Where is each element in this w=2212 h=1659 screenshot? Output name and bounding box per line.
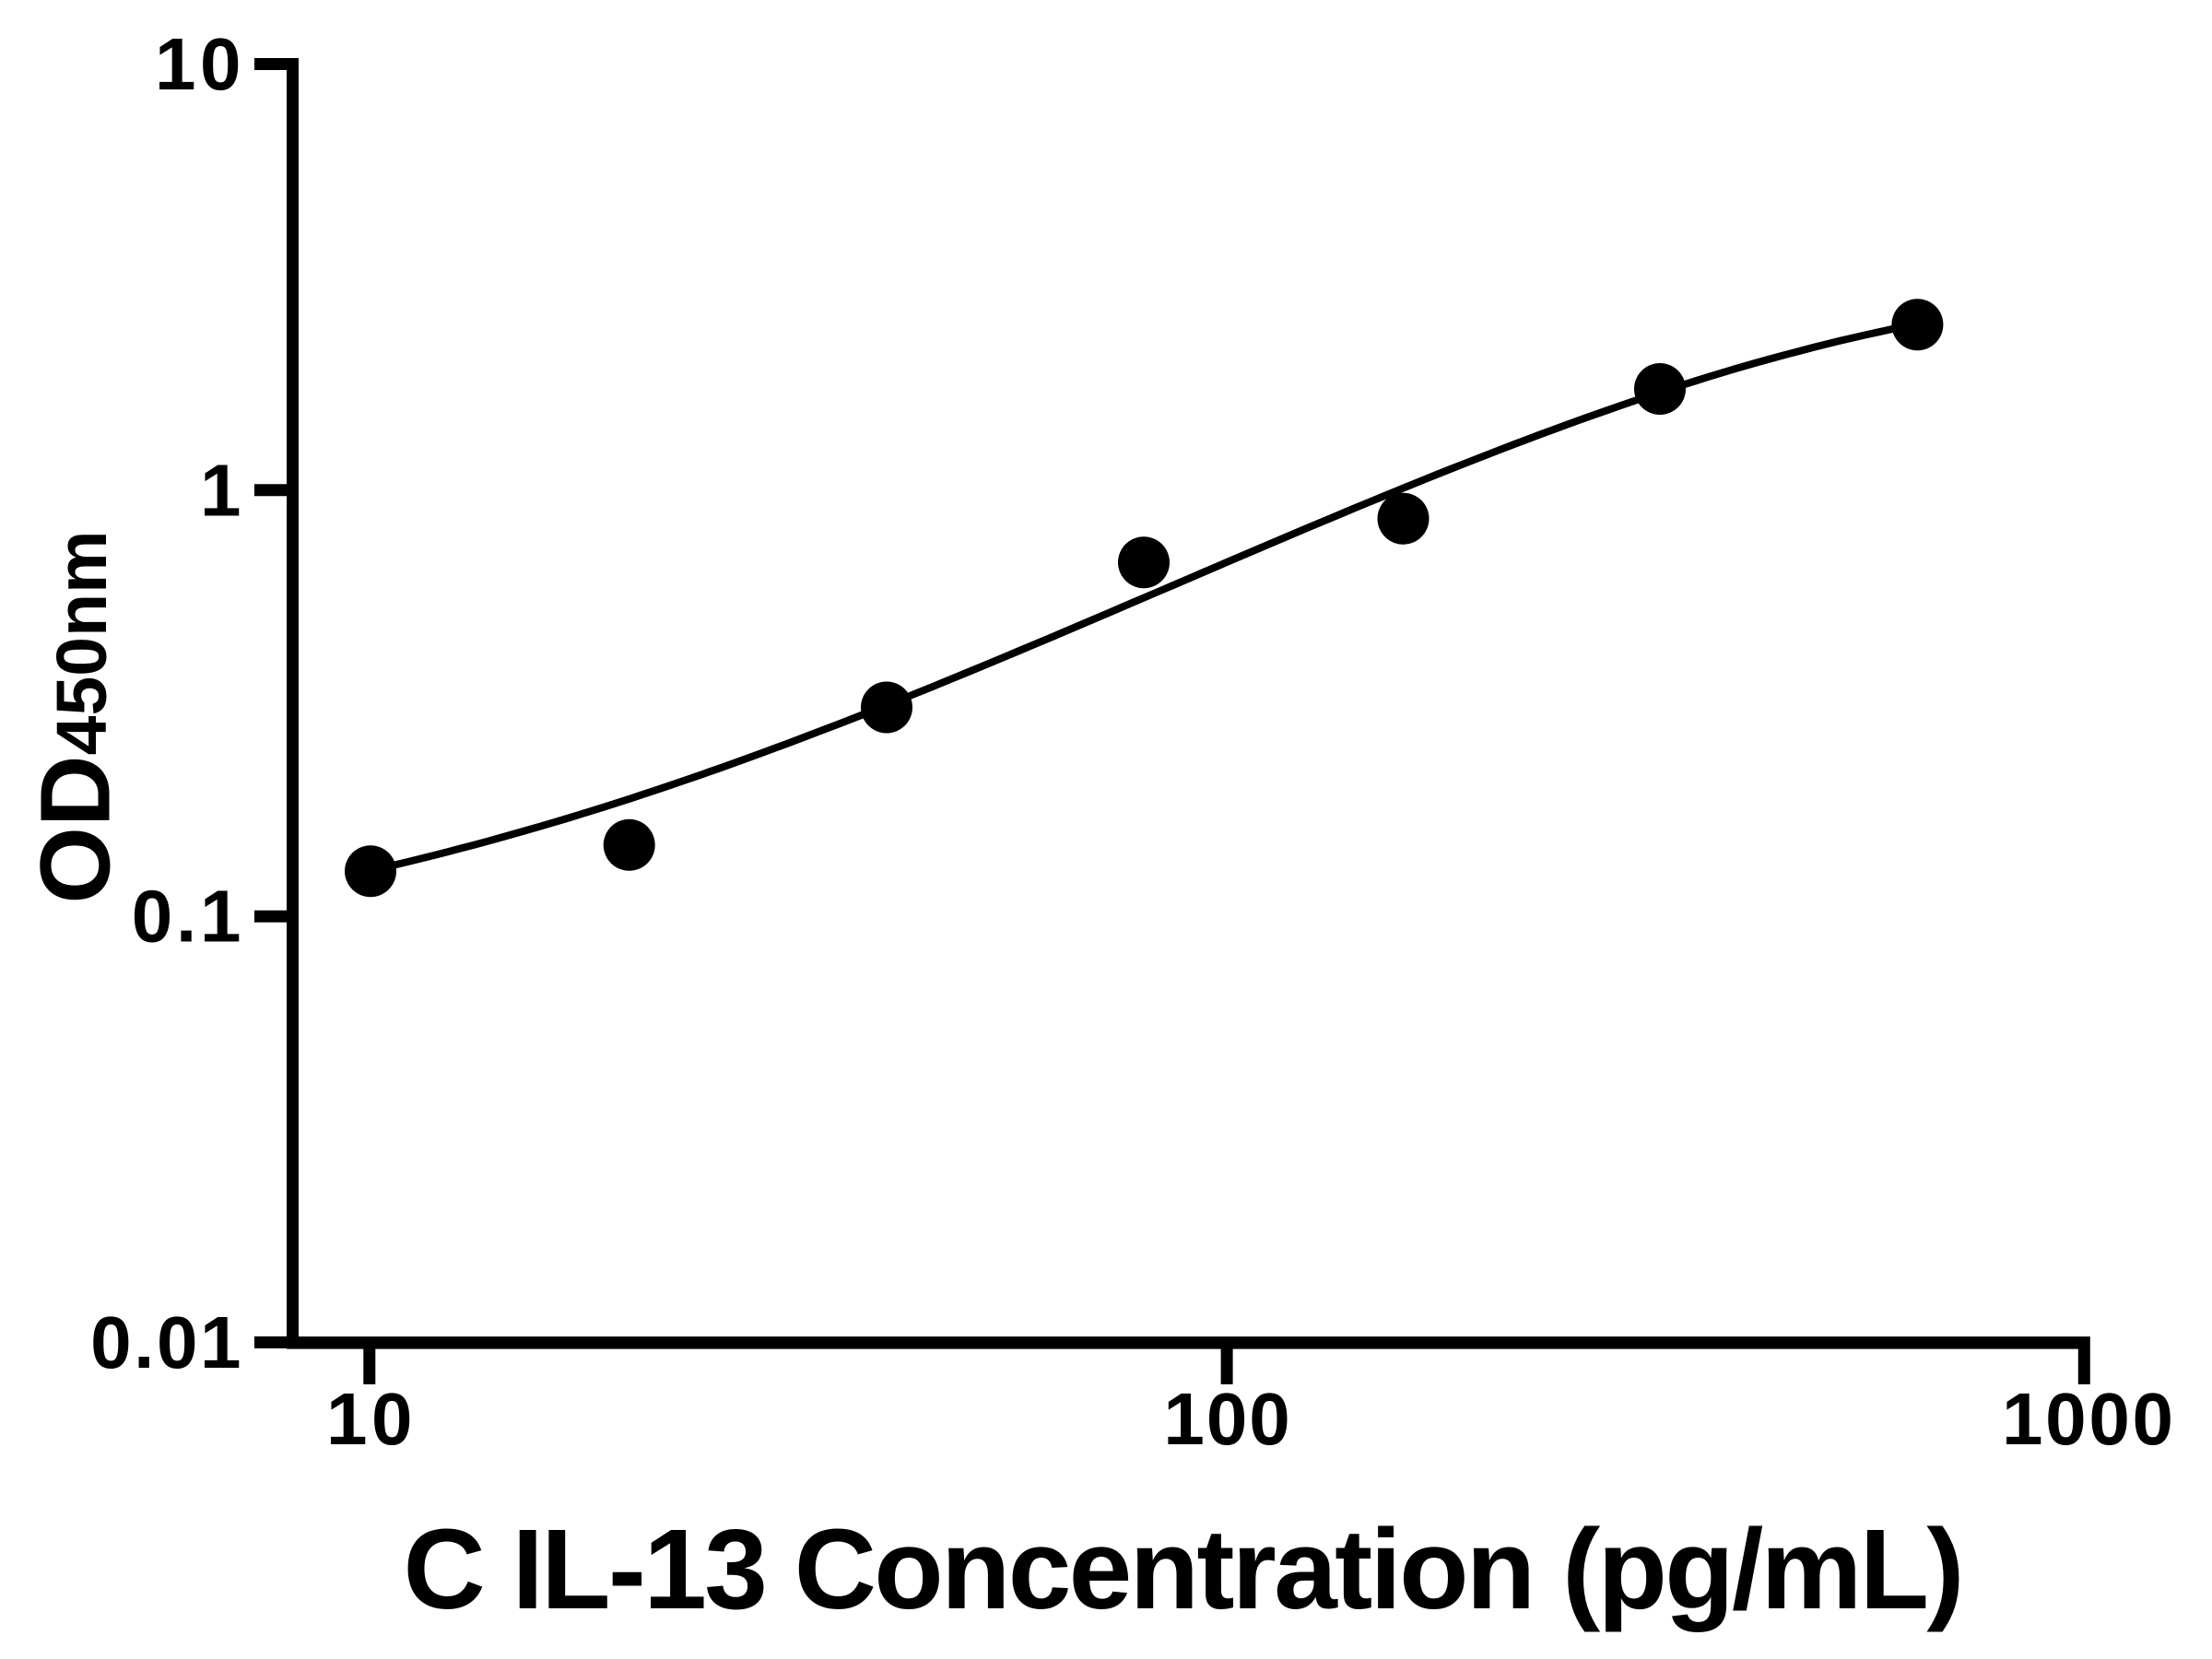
svg-text:OD450nm: OD450nm [20,530,131,903]
svg-text:C IL-13 Concentration (pg/mL): C IL-13 Concentration (pg/mL) [404,1506,1965,1633]
svg-text:1: 1 [200,449,241,531]
svg-text:100: 100 [1163,1378,1289,1460]
svg-text:0.1: 0.1 [132,876,241,958]
svg-text:0.01: 0.01 [90,1301,241,1383]
